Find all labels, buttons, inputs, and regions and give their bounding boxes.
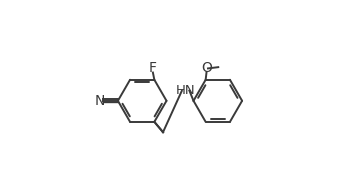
Text: F: F	[149, 61, 157, 75]
Text: HN: HN	[176, 84, 195, 96]
Text: N: N	[95, 94, 105, 108]
Text: O: O	[201, 61, 212, 75]
